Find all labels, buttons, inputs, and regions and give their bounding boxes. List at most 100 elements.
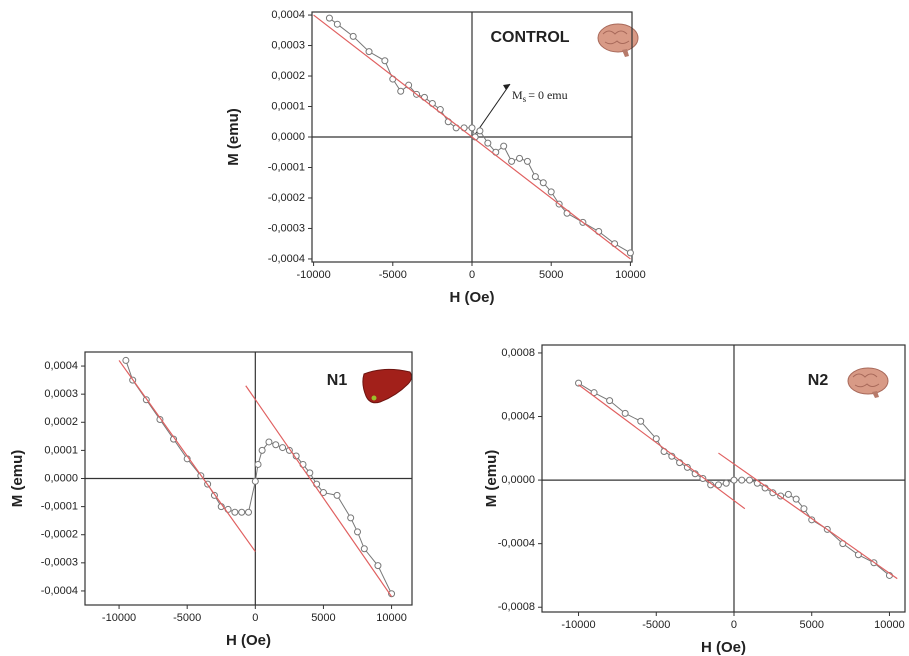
y-tick-label: -0,0003 [268, 222, 305, 234]
y-tick-label: 0,0004 [501, 410, 535, 422]
panel: -10000 -5000 0 5000 10000 -0,0004 -0,0003 -0,00… [9, 351, 413, 649]
x-tick-label: 0 [252, 612, 258, 624]
data-point [539, 179, 547, 187]
data-point [319, 489, 327, 497]
y-tick-label: 0,0001 [44, 444, 78, 456]
data-point [272, 441, 280, 449]
data-point [265, 438, 273, 446]
panel-title: CONTROL [490, 29, 569, 46]
y-tick-label: 0,0003 [44, 388, 78, 400]
data-point [508, 157, 516, 165]
data-point [476, 127, 484, 135]
y-tick-label: 0,0000 [44, 472, 78, 484]
y-tick-label: 0,0000 [501, 474, 535, 486]
y-tick-label: 0,0008 [501, 347, 535, 359]
data-point [231, 508, 239, 516]
data-point [245, 508, 252, 516]
panel-title: N2 [808, 372, 829, 389]
data-point [714, 481, 722, 489]
y-axis-label: M (emu) [9, 450, 26, 508]
data-point [484, 139, 492, 147]
brain-icon [597, 23, 639, 57]
data-point [621, 409, 629, 417]
data-point [626, 249, 634, 257]
data-point [360, 545, 368, 553]
y-tick-label: -0,0002 [268, 192, 305, 204]
x-tick-label: 0 [469, 269, 475, 281]
x-tick-label: -5000 [173, 612, 201, 624]
x-tick-label: -5000 [642, 619, 670, 631]
data-point [279, 444, 287, 452]
arrow-head [503, 84, 510, 90]
data-point [122, 356, 130, 364]
data-point [238, 508, 246, 516]
y-tick-label: -0,0001 [268, 161, 305, 173]
data-point [347, 514, 355, 522]
data-point [325, 14, 333, 22]
y-tick-label: -0,0008 [498, 601, 535, 613]
annotation-text: M [512, 88, 523, 102]
data-point [792, 495, 800, 503]
x-axis-label: H (Oe) [701, 639, 746, 656]
data-point [606, 397, 614, 405]
x-tick-label: 10000 [615, 269, 646, 281]
data-point [333, 491, 341, 499]
y-axis-label: M (emu) [483, 450, 500, 508]
data-point [500, 142, 508, 150]
x-tick-label: 5000 [311, 612, 335, 624]
y-tick-label: -0,0004 [41, 585, 78, 597]
data-point [730, 476, 738, 484]
data-point [575, 379, 583, 387]
data-point [523, 157, 531, 165]
liver-icon [362, 368, 413, 404]
y-tick-label: 0,0002 [271, 70, 305, 82]
data-point [547, 188, 555, 196]
fit-line [578, 384, 746, 510]
data-point [258, 446, 266, 454]
data-point [374, 562, 382, 570]
x-tick-label: 10000 [874, 619, 905, 631]
data-point [381, 57, 389, 65]
data-point [354, 528, 361, 536]
data-point [531, 173, 539, 181]
data-point [722, 479, 730, 487]
data-point [349, 32, 357, 40]
y-tick-label: -0,0002 [41, 529, 78, 541]
x-axis-label: H (Oe) [226, 632, 271, 649]
brain-icon [847, 367, 889, 398]
data-line [329, 17, 631, 254]
x-tick-label: 5000 [799, 619, 823, 631]
data-line [125, 360, 393, 594]
data-point [652, 435, 660, 443]
annotation-subscript: s [523, 94, 527, 104]
fit-line [718, 452, 898, 580]
data-point [637, 417, 645, 425]
y-tick-label: 0,0003 [271, 39, 305, 51]
annotation-suffix: = 0 emu [528, 88, 567, 102]
data-point [156, 415, 164, 423]
fit-line [245, 385, 393, 597]
fit-line [313, 14, 631, 260]
data-point [306, 469, 314, 477]
x-tick-label: 0 [731, 619, 737, 631]
data-point [397, 87, 405, 95]
panel-title: N1 [327, 372, 348, 389]
panel: -10000 -5000 0 5000 10000 -0,0008 -0,0004 0,000… [483, 344, 906, 656]
data-point [746, 476, 754, 484]
panel: -10000 -5000 0 5000 10000 -0,0004 -0,0003 -0,00… [225, 9, 646, 306]
fit-line [118, 360, 256, 552]
x-tick-label: -5000 [379, 269, 407, 281]
x-axis-label: H (Oe) [450, 289, 495, 306]
data-point [784, 490, 792, 498]
x-tick-label: 10000 [376, 612, 407, 624]
x-tick-label: -10000 [561, 619, 595, 631]
y-tick-label: -0,0001 [41, 501, 78, 513]
annotation-arrow [473, 83, 511, 137]
data-point [251, 477, 259, 485]
data-point [808, 516, 816, 524]
data-point [738, 476, 746, 484]
y-tick-label: 0,0002 [44, 416, 78, 428]
annotation: Ms = 0 emu [512, 88, 568, 104]
y-tick-label: 0,0001 [271, 100, 305, 112]
